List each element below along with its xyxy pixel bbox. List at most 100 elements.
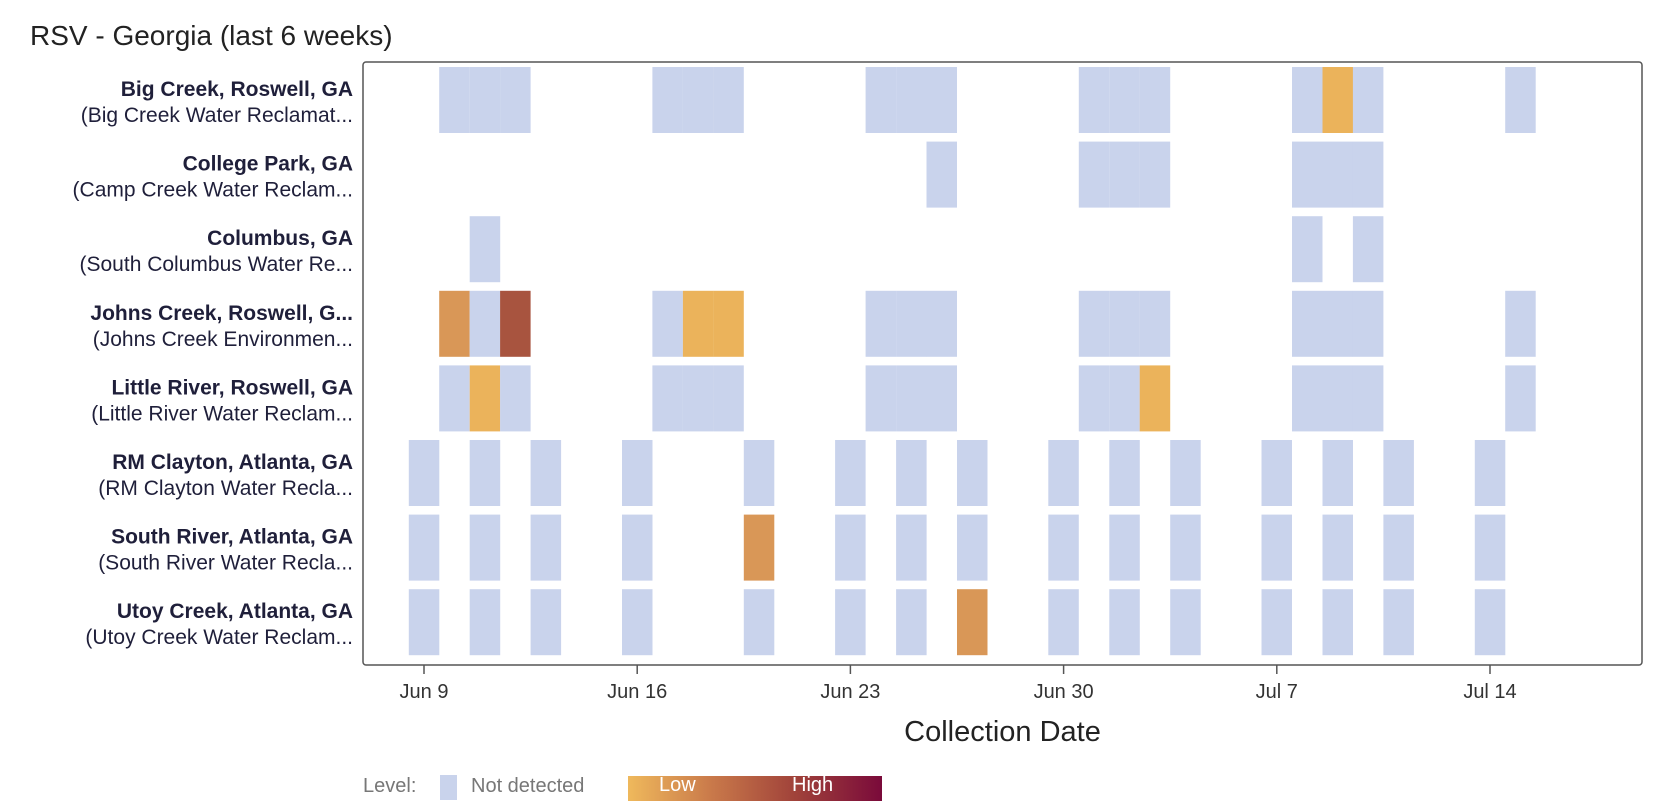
heatmap-cell-not-detected xyxy=(1474,514,1506,581)
heatmap-cell-not-detected xyxy=(896,365,927,432)
heatmap-cell-high xyxy=(500,290,531,357)
heatmap-cell-not-detected xyxy=(1474,440,1506,506)
site-facility-label: (RM Clayton Water Recla... xyxy=(98,477,353,500)
heatmap-cell-not-detected xyxy=(865,365,897,432)
heatmap-cell-mid xyxy=(957,589,988,656)
heatmap-cell-not-detected xyxy=(1170,440,1201,506)
heatmap-cell-not-detected xyxy=(1261,589,1292,656)
site-name-label: Little River, Roswell, GA xyxy=(111,376,353,399)
heatmap-cell-not-detected xyxy=(1383,589,1414,656)
heatmap-cell-not-detected xyxy=(1170,514,1201,581)
heatmap-cell-low xyxy=(713,290,744,357)
site-facility-label: (Little River Water Reclam... xyxy=(91,402,353,425)
heatmap-cell-not-detected xyxy=(530,589,562,656)
heatmap-cell-not-detected xyxy=(835,514,866,581)
heatmap-cell-not-detected xyxy=(1383,440,1414,506)
heatmap-cell-not-detected xyxy=(1505,290,1536,357)
heatmap-cell-not-detected xyxy=(1109,67,1140,133)
site-name-label: RM Clayton, Atlanta, GA xyxy=(112,451,353,474)
site-facility-label: (Johns Creek Environmen... xyxy=(93,328,353,351)
x-tick-label: Jun 9 xyxy=(400,681,449,703)
heatmap-cell-not-detected xyxy=(1109,141,1140,208)
heatmap-cell-low xyxy=(1322,67,1353,133)
site-facility-label: (South River Water Recla... xyxy=(98,552,353,575)
heatmap-cell-not-detected xyxy=(1352,216,1384,283)
heatmap-cell-not-detected xyxy=(1109,589,1140,656)
heatmap-cell-not-detected xyxy=(530,440,562,506)
heatmap-cell-not-detected xyxy=(469,589,501,656)
heatmap-cell-not-detected xyxy=(896,290,927,357)
heatmap-cell-not-detected xyxy=(926,290,957,357)
heatmap-cell-not-detected xyxy=(500,67,531,133)
heatmap-cell-not-detected xyxy=(652,365,683,432)
x-axis-label: Collection Date xyxy=(904,716,1101,748)
heatmap-cell-not-detected xyxy=(896,440,927,506)
legend: Level: Not detected Low High xyxy=(363,774,882,801)
heatmap-cell-not-detected xyxy=(469,216,501,283)
heatmap-cell-not-detected xyxy=(1109,514,1140,581)
heatmap-cell-not-detected xyxy=(1474,589,1506,656)
site-name-label: College Park, GA xyxy=(183,153,353,176)
heatmap-cell-not-detected xyxy=(1109,365,1140,432)
heatmap-cell-not-detected xyxy=(1139,141,1171,208)
heatmap-cell-not-detected xyxy=(1078,365,1110,432)
heatmap-cell-not-detected xyxy=(713,365,744,432)
heatmap-cell-not-detected xyxy=(1292,67,1323,133)
chart-title: RSV - Georgia (last 6 weeks) xyxy=(30,20,393,51)
heatmap-cell-not-detected xyxy=(622,514,653,581)
heatmap-cell-not-detected xyxy=(1139,290,1171,357)
heatmap-cell-not-detected xyxy=(1322,141,1353,208)
heatmap-cell-not-detected xyxy=(1078,290,1110,357)
heatmap-cell-not-detected xyxy=(682,365,714,432)
heatmap-cell-not-detected xyxy=(1322,365,1353,432)
heatmap-cell-not-detected xyxy=(713,67,744,133)
heatmap-cell-not-detected xyxy=(469,67,501,133)
heatmap-cell-not-detected xyxy=(1109,290,1140,357)
heatmap-cell-not-detected xyxy=(1292,365,1323,432)
heatmap-cell-not-detected xyxy=(896,589,927,656)
heatmap-cell-not-detected xyxy=(743,589,775,656)
site-facility-label: (Camp Creek Water Reclam... xyxy=(73,179,353,202)
heatmap-cell-not-detected xyxy=(1048,589,1079,656)
heatmap-cell-not-detected xyxy=(926,365,957,432)
site-facility-label: (Big Creek Water Reclamat... xyxy=(81,104,353,127)
heatmap-cell-not-detected xyxy=(865,67,897,133)
heatmap-cell-not-detected xyxy=(469,440,501,506)
heatmap-cell-not-detected xyxy=(957,514,988,581)
x-tick-label: Jun 16 xyxy=(607,681,667,703)
site-name-label: Big Creek, Roswell, GA xyxy=(121,78,353,101)
heatmap-cell-not-detected xyxy=(408,440,440,506)
legend-not-detected-label: Not detected xyxy=(471,775,584,797)
heatmap-cell-mid xyxy=(439,290,470,357)
heatmap-cell-not-detected xyxy=(926,141,957,208)
heatmap-cell-not-detected xyxy=(1078,67,1110,133)
legend-low-label: Low xyxy=(659,774,696,796)
heatmap-cell-not-detected xyxy=(1261,440,1292,506)
heatmap-cell-not-detected xyxy=(1322,514,1353,581)
site-name-label: Columbus, GA xyxy=(207,227,353,250)
heatmap-cell-not-detected xyxy=(1322,589,1353,656)
heatmap-cell-not-detected xyxy=(530,514,562,581)
heatmap-cell-not-detected xyxy=(469,514,501,581)
heatmap-cell-not-detected xyxy=(439,365,470,432)
heatmap-cell-not-detected xyxy=(408,514,440,581)
heatmap-cell-not-detected xyxy=(1322,440,1353,506)
heatmap-cell-not-detected xyxy=(1352,365,1384,432)
heatmap-cell-not-detected xyxy=(1292,141,1323,208)
heatmap-cell-not-detected xyxy=(1048,440,1079,506)
x-tick-label: Jul 14 xyxy=(1463,681,1516,703)
heatmap-cell-not-detected xyxy=(682,67,714,133)
heatmap-cell-low xyxy=(1139,365,1171,432)
heatmap-cell-not-detected xyxy=(1505,365,1536,432)
legend-high-label: High xyxy=(792,774,833,796)
heatmap-cell-not-detected xyxy=(1078,141,1110,208)
heatmap-cell-not-detected xyxy=(896,67,927,133)
heatmap-cell-not-detected xyxy=(865,290,897,357)
site-facility-label: (Utoy Creek Water Reclam... xyxy=(85,626,353,649)
heatmap-cell-not-detected xyxy=(1383,514,1414,581)
legend-gradient-bar xyxy=(628,776,882,801)
heatmap-cell-not-detected xyxy=(500,365,531,432)
x-axis: Jun 9 Jun 16 Jun 23 Jun 30 Jul 7 Jul 14 xyxy=(400,665,1517,703)
heatmap-cell-not-detected xyxy=(1109,440,1140,506)
heatmap-cell-not-detected xyxy=(1048,514,1079,581)
